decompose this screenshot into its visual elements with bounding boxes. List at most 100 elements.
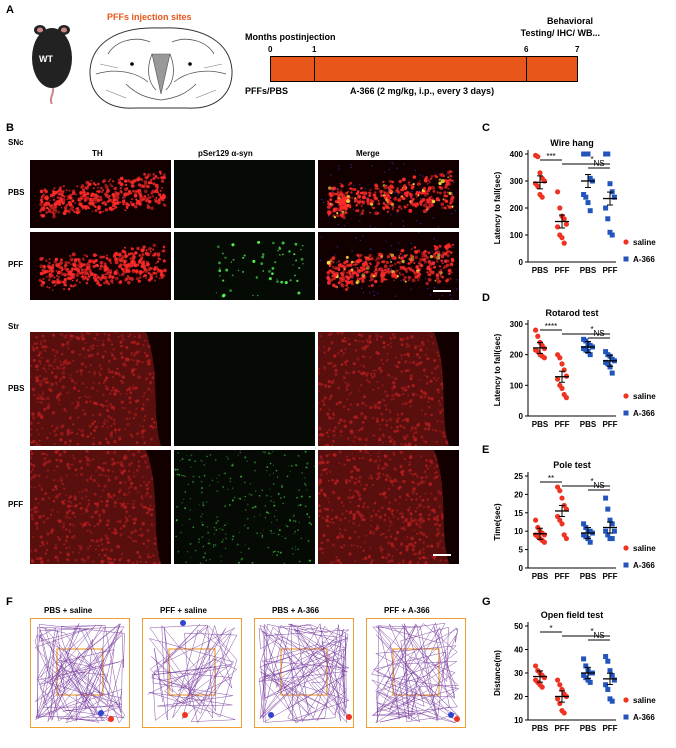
sig-label: **** <box>545 322 557 331</box>
region-label-str: Str <box>8 322 20 331</box>
region-label-snc: SNc <box>8 138 24 147</box>
data-point <box>559 495 565 501</box>
data-point <box>607 364 613 370</box>
micrograph-str-pbs-pser129 <box>174 332 315 446</box>
data-point <box>585 200 591 206</box>
timeline-divider-6 <box>526 57 527 81</box>
y-tick-label: 5 <box>519 546 524 555</box>
micrograph-str-pff-th <box>30 450 171 564</box>
data-point <box>559 521 565 527</box>
track-plot-2 <box>142 618 242 728</box>
y-tick-label: 10 <box>514 527 523 536</box>
legend-marker-a366 <box>623 562 629 568</box>
scale-bar <box>433 290 451 292</box>
data-point <box>581 521 587 527</box>
data-point <box>605 361 611 367</box>
micrograph-str-pbs-merge <box>318 332 459 446</box>
data-point <box>603 205 609 211</box>
scale-bar <box>433 554 451 556</box>
y-tick-label: 15 <box>514 509 523 518</box>
data-point <box>609 521 615 527</box>
row-label-snc-pbs: PBS <box>8 188 25 197</box>
timeline-tick-7: 7 <box>575 45 580 54</box>
y-tick-label: 10 <box>514 716 523 725</box>
data-point <box>605 216 611 222</box>
chart-svg: Wire hang 0 100 200 300 400 Latency to fall(se… <box>493 138 656 275</box>
x-tick-label: PFF <box>602 420 617 429</box>
chart-svg: Rotarod test 0 100 200 300 Latency to fall(se… <box>493 308 656 429</box>
data-point <box>563 395 569 401</box>
data-point <box>605 532 611 538</box>
col-header-pser129: pSer129 α-syn <box>198 149 253 158</box>
y-tick-label: 40 <box>514 646 523 655</box>
data-point <box>605 658 611 664</box>
x-tick-label: PBS <box>532 724 549 733</box>
y-tick-label: 0 <box>519 258 524 267</box>
data-point <box>611 677 617 683</box>
data-point <box>541 532 547 538</box>
panel-label-e: E <box>482 444 490 456</box>
sig-label: NS <box>593 481 604 490</box>
track-plot-3 <box>254 618 354 728</box>
sig-label: NS <box>593 329 604 338</box>
x-tick-label: PFF <box>602 724 617 733</box>
legend-marker-saline <box>623 393 629 399</box>
track-title-2: PFF + saline <box>160 606 207 615</box>
data-point <box>611 194 617 200</box>
data-point <box>581 656 587 662</box>
data-point <box>605 151 611 157</box>
y-tick-label: 300 <box>510 177 524 186</box>
data-point <box>555 376 561 382</box>
sig-label: * <box>590 325 593 334</box>
data-point <box>581 192 587 197</box>
mouse-illustration: WT <box>22 14 82 105</box>
legend-label-a366: A-366 <box>633 255 655 264</box>
legend-label-a366: A-366 <box>633 561 655 570</box>
behavioral-label-1: Behavioral <box>546 16 594 26</box>
legend-marker-saline <box>623 545 629 551</box>
micrograph-str-pff-pser129 <box>174 450 315 564</box>
sig-label: *** <box>546 152 555 161</box>
data-point <box>533 517 539 523</box>
treatment-label: A-366 (2 mg/kg, i.p., every 3 days) <box>350 86 495 96</box>
legend-label-saline: saline <box>633 392 656 401</box>
behavioral-label-2: Testing/ IHC/ WB... <box>520 28 600 38</box>
data-point <box>607 668 613 674</box>
data-point <box>555 677 561 683</box>
micrograph-snc-pbs-pser129 <box>174 160 315 228</box>
timeline-tick-0: 0 <box>268 45 273 54</box>
x-tick-label: PBS <box>532 420 549 429</box>
months-postinjection-label: Months postinjection <box>245 32 336 42</box>
data-point <box>587 352 593 358</box>
x-tick-label: PFF <box>602 266 617 275</box>
row-label-str-pff: PFF <box>8 500 24 509</box>
timeline-tick-1: 1 <box>312 45 317 54</box>
data-point <box>559 385 565 391</box>
data-point <box>533 663 539 669</box>
data-point <box>587 175 593 181</box>
data-point <box>587 539 593 545</box>
chart-title: Rotarod test <box>545 308 598 318</box>
x-tick-label: PBS <box>532 572 549 581</box>
data-point <box>557 205 563 211</box>
data-point <box>539 684 545 690</box>
sig-label: * <box>590 477 593 486</box>
y-axis-label: Time(sec) <box>493 503 502 541</box>
data-point <box>609 232 615 238</box>
panel-label-a: A <box>6 4 14 16</box>
y-tick-label: 400 <box>510 150 524 159</box>
panel-label-d: D <box>482 292 490 304</box>
data-point <box>555 224 561 230</box>
panel-label-c: C <box>482 122 490 134</box>
chart-open-field-test: Open field test 10 20 30 40 50 Distance(m) PBS P… <box>476 608 666 748</box>
chart-wire-hang: Wire hang 0 100 200 300 400 Latency to fall(se… <box>476 136 666 276</box>
data-point <box>557 682 563 688</box>
data-point <box>561 710 567 716</box>
pffs-pbs-label: PFFs/PBS <box>245 86 289 96</box>
data-point <box>541 355 547 361</box>
data-point <box>603 654 609 660</box>
y-tick-label: 30 <box>514 669 523 678</box>
y-tick-label: 20 <box>514 490 523 499</box>
y-axis-label: Latency to fall(sec) <box>493 171 502 244</box>
x-tick-label: PBS <box>532 266 549 275</box>
